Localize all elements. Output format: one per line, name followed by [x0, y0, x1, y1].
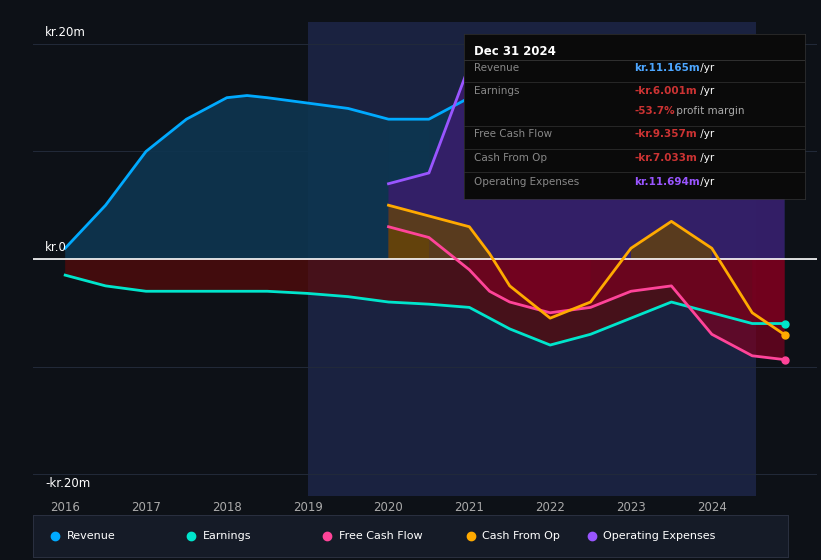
- Text: -kr.6.001m: -kr.6.001m: [635, 86, 697, 96]
- Text: /yr: /yr: [697, 152, 714, 162]
- Text: kr.11.165m: kr.11.165m: [635, 63, 700, 73]
- Bar: [308, 22, 756, 496]
- Text: Operating Expenses: Operating Expenses: [603, 531, 715, 541]
- Text: /yr: /yr: [697, 63, 714, 73]
- Text: Revenue: Revenue: [67, 531, 116, 541]
- Text: Operating Expenses: Operating Expenses: [474, 178, 580, 188]
- Text: Dec 31 2024: Dec 31 2024: [474, 45, 556, 58]
- Text: kr.0: kr.0: [45, 241, 67, 254]
- Text: Earnings: Earnings: [474, 86, 520, 96]
- Text: /yr: /yr: [697, 86, 714, 96]
- Text: kr.20m: kr.20m: [45, 26, 86, 39]
- Text: /yr: /yr: [697, 178, 714, 188]
- Text: /yr: /yr: [697, 129, 714, 139]
- Text: -kr.20m: -kr.20m: [45, 477, 90, 490]
- Text: -kr.7.033m: -kr.7.033m: [635, 152, 697, 162]
- Text: kr.11.694m: kr.11.694m: [635, 178, 700, 188]
- Text: Cash From Op: Cash From Op: [474, 152, 547, 162]
- Text: Revenue: Revenue: [474, 63, 519, 73]
- Text: Free Cash Flow: Free Cash Flow: [474, 129, 553, 139]
- Text: Earnings: Earnings: [203, 531, 251, 541]
- Text: Free Cash Flow: Free Cash Flow: [339, 531, 422, 541]
- Text: Cash From Op: Cash From Op: [482, 531, 560, 541]
- Text: profit margin: profit margin: [672, 106, 744, 116]
- Text: -kr.9.357m: -kr.9.357m: [635, 129, 697, 139]
- Text: -53.7%: -53.7%: [635, 106, 675, 116]
